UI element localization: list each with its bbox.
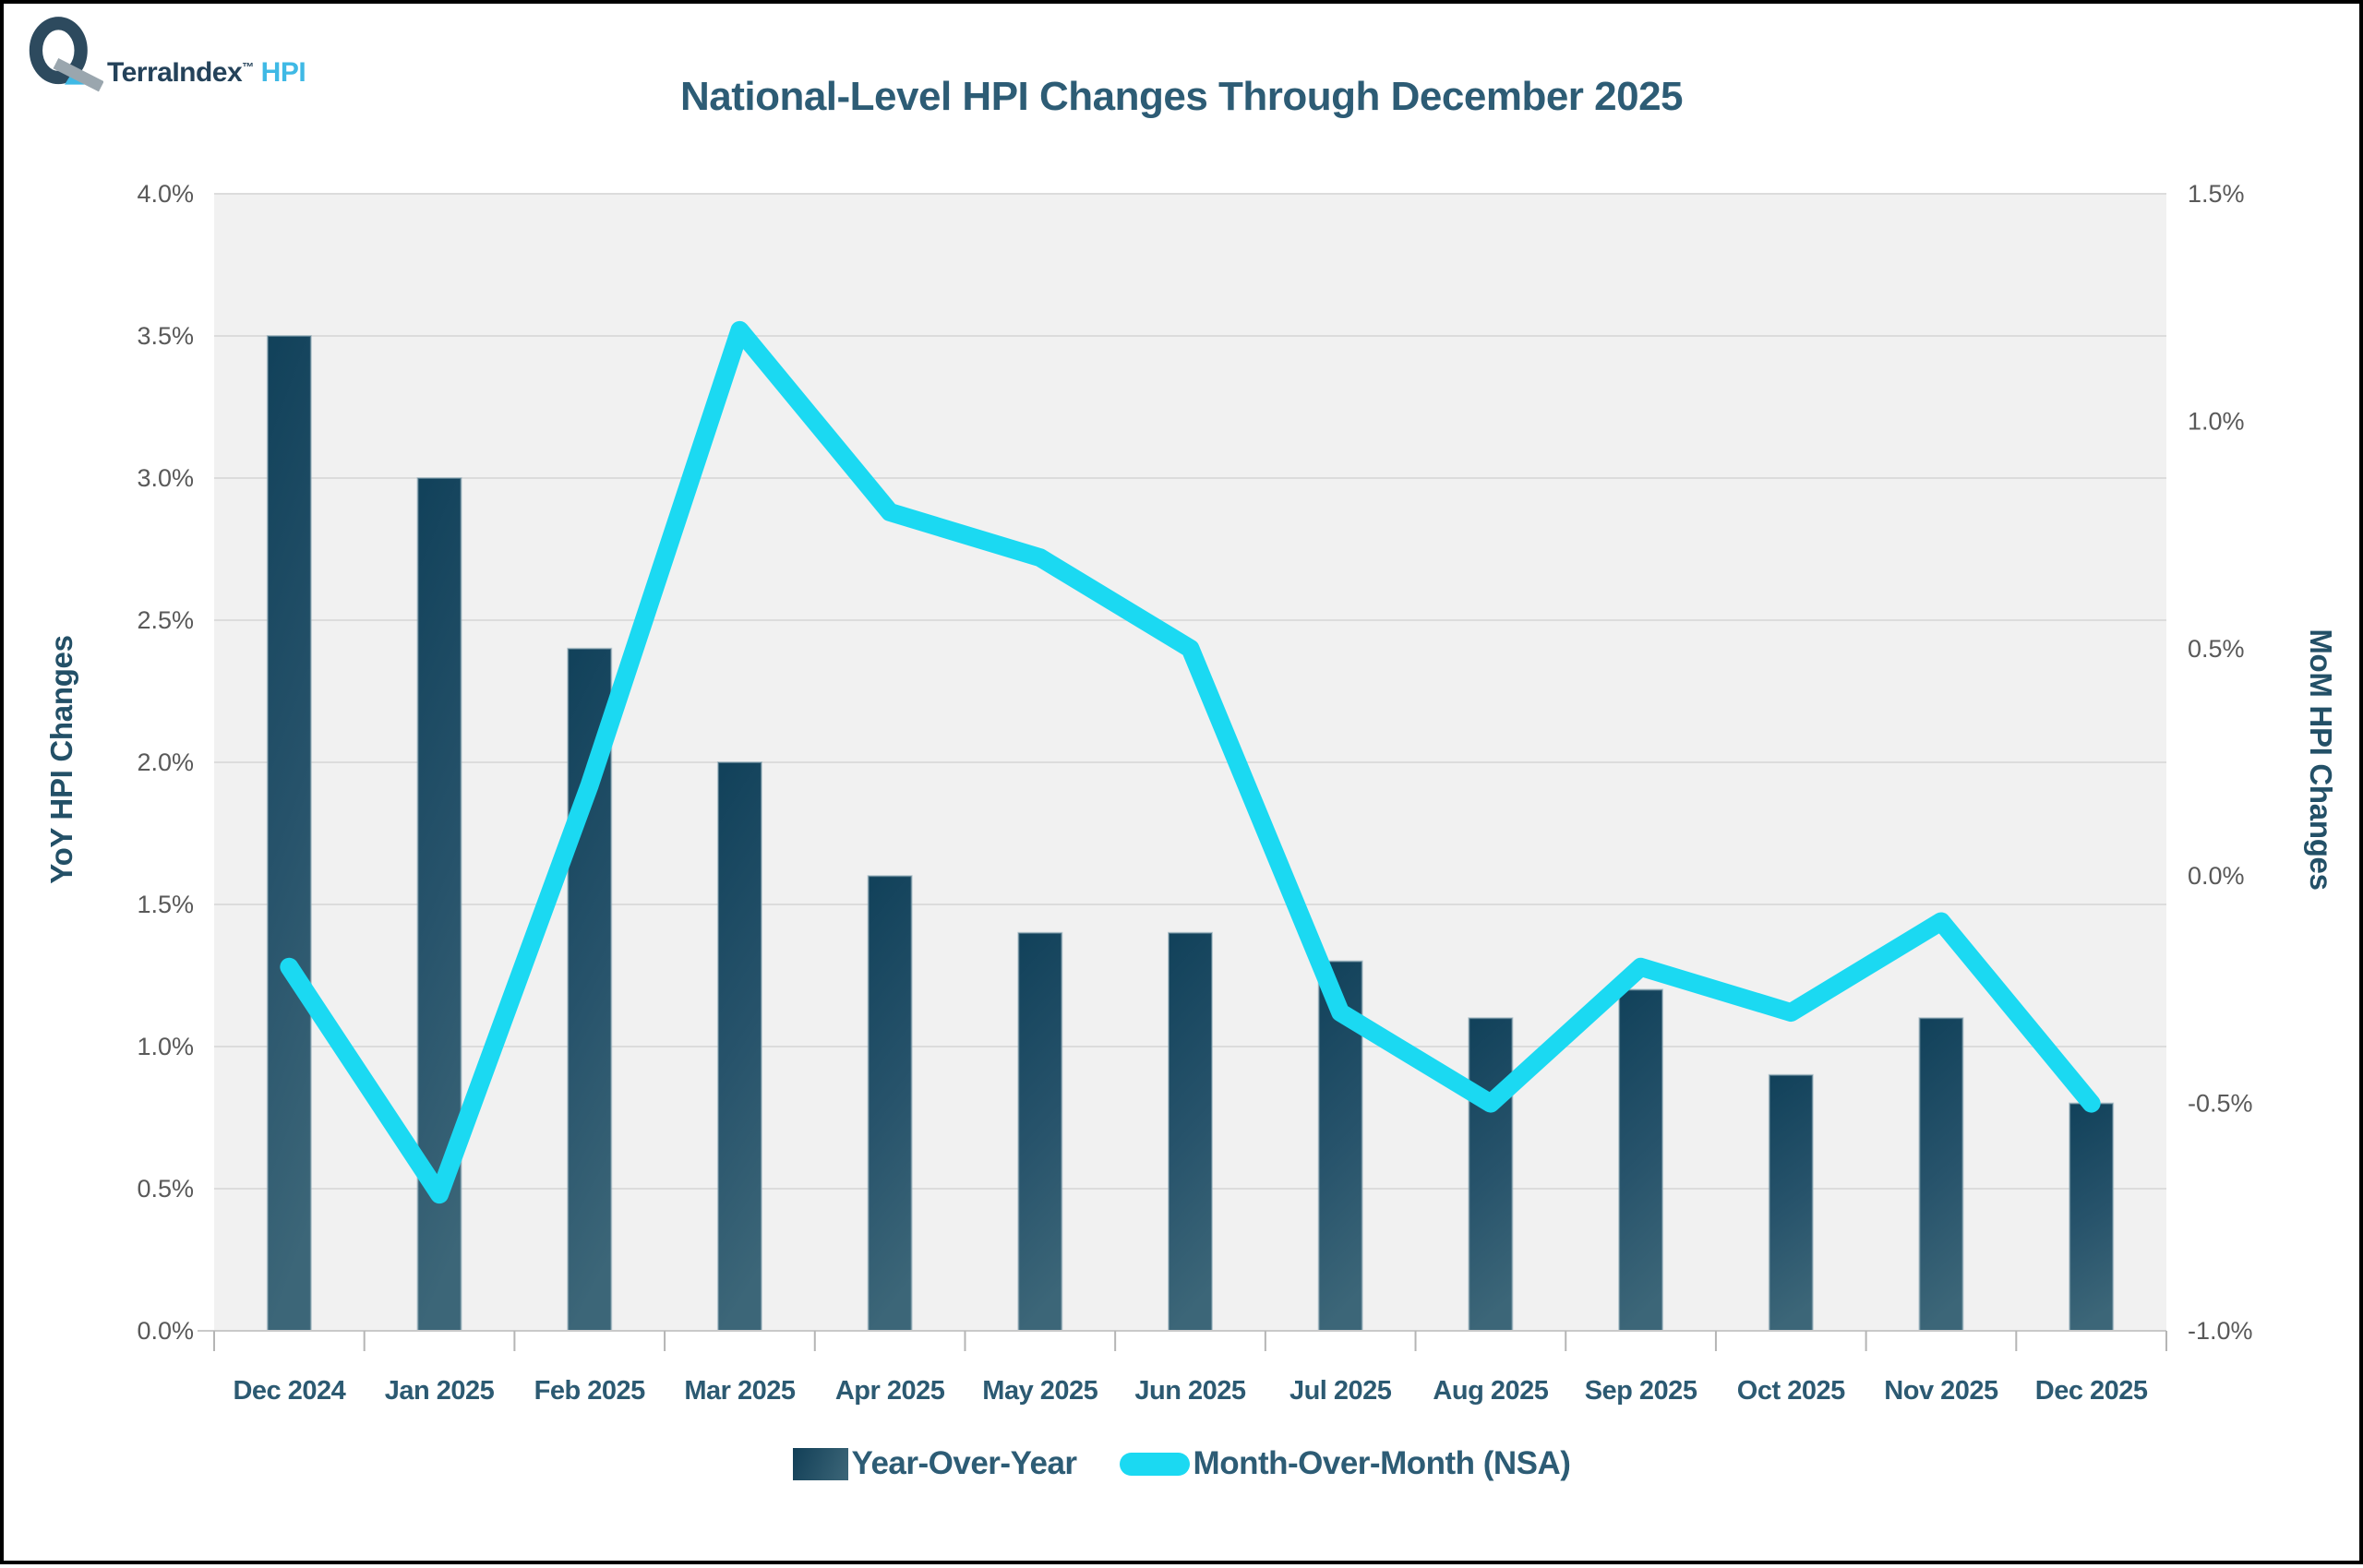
- svg-text:3.0%: 3.0%: [137, 464, 194, 492]
- bar-dec-2025: [2069, 1102, 2115, 1332]
- right-axis-tick-labels: -1.0% -0.5% 0.0% 0.5% 1.0% 1.5%: [2188, 180, 2253, 1345]
- bar-apr-2025: [867, 875, 913, 1332]
- legend-item-yoy: Year-Over-Year: [792, 1445, 1078, 1482]
- svg-text:Jul 2025: Jul 2025: [1289, 1376, 1392, 1406]
- svg-text:1.5%: 1.5%: [137, 891, 194, 918]
- svg-text:May 2025: May 2025: [982, 1376, 1098, 1406]
- svg-text:1.0%: 1.0%: [137, 1033, 194, 1060]
- legend-line-swatch: [1119, 1452, 1190, 1476]
- bar-sep-2025: [1618, 988, 1664, 1333]
- svg-text:3.5%: 3.5%: [137, 322, 194, 350]
- chart-title: National-Level HPI Changes Through Decem…: [679, 74, 1684, 119]
- svg-text:0.5%: 0.5%: [137, 1175, 194, 1203]
- svg-text:Aug 2025: Aug 2025: [1433, 1376, 1548, 1406]
- bar-oct-2025: [1768, 1073, 1814, 1333]
- svg-text:1.0%: 1.0%: [2188, 407, 2245, 435]
- svg-text:2.5%: 2.5%: [137, 606, 194, 634]
- svg-text:Dec 2025: Dec 2025: [2035, 1376, 2148, 1406]
- logo-trademark: ™: [242, 60, 254, 74]
- logo-text: TerraIndex™ HPI: [107, 57, 306, 89]
- left-axis-title: YoY HPI Changes: [44, 635, 78, 884]
- svg-text:Sep 2025: Sep 2025: [1585, 1376, 1697, 1406]
- svg-text:Mar 2025: Mar 2025: [684, 1376, 796, 1406]
- svg-text:Dec 2024: Dec 2024: [233, 1376, 345, 1406]
- legend: Year-Over-Year Month-Over-Month (NSA): [4, 1445, 2359, 1482]
- logo-brand: TerraIndex: [107, 57, 243, 88]
- svg-text:1.5%: 1.5%: [2188, 180, 2245, 208]
- bar-may-2025: [1017, 931, 1063, 1332]
- chart-canvas: 0.0% 0.5% 1.0% 1.5% 2.0% 2.5% 3.0% 3.5% 4.0% -1.0…: [137, 180, 2253, 1406]
- line-series-mom: [280, 320, 2101, 1204]
- category-labels: Dec 2024 Jan 2025 Feb 2025 Mar 2025 Apr 2025…: [233, 1376, 2148, 1406]
- svg-text:2.0%: 2.0%: [137, 748, 194, 776]
- x-axis-ticks: [213, 1331, 2167, 1351]
- bar-nov-2025: [1918, 1017, 1964, 1332]
- svg-text:-1.0%: -1.0%: [2188, 1317, 2253, 1345]
- svg-text:Nov 2025: Nov 2025: [1884, 1376, 1998, 1406]
- svg-text:Oct 2025: Oct 2025: [1737, 1376, 1845, 1406]
- terraindex-q-icon: [29, 17, 103, 92]
- svg-text:Feb 2025: Feb 2025: [534, 1376, 645, 1406]
- legend-bar-swatch: [792, 1447, 848, 1480]
- left-axis-tick-labels: 0.0% 0.5% 1.0% 1.5% 2.0% 2.5% 3.0% 3.5% 4.0%: [137, 180, 194, 1345]
- svg-text:0.5%: 0.5%: [2188, 635, 2245, 663]
- logo-slash: [53, 58, 103, 92]
- bar-jun-2025: [1168, 931, 1213, 1332]
- svg-text:0.0%: 0.0%: [2188, 862, 2245, 890]
- bar-dec-2024: [266, 335, 312, 1332]
- svg-text:Jan 2025: Jan 2025: [385, 1376, 495, 1406]
- svg-text:0.0%: 0.0%: [137, 1317, 194, 1345]
- bar-aug-2025: [1468, 1017, 1514, 1332]
- svg-text:4.0%: 4.0%: [137, 180, 194, 208]
- logo-product: HPI: [260, 57, 306, 88]
- legend-mom-label: Month-Over-Month (NSA): [1193, 1445, 1571, 1481]
- terraindex-logo: TerraIndex™ HPI: [26, 13, 306, 94]
- svg-text:-0.5%: -0.5%: [2188, 1090, 2253, 1118]
- bar-mar-2025: [716, 761, 762, 1332]
- legend-yoy-label: Year-Over-Year: [851, 1445, 1078, 1481]
- legend-item-mom: Month-Over-Month (NSA): [1119, 1445, 1571, 1482]
- svg-text:Apr 2025: Apr 2025: [835, 1376, 945, 1406]
- right-axis-title: MoM HPI Changes: [2304, 628, 2338, 891]
- svg-text:Jun 2025: Jun 2025: [1134, 1376, 1245, 1406]
